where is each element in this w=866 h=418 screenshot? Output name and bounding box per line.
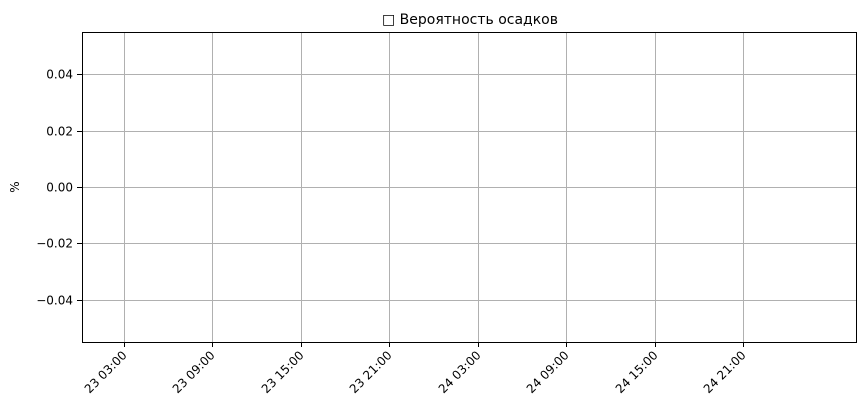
y-axis-label: % (8, 181, 22, 192)
x-tick-label: 24 09:00 (524, 348, 572, 396)
x-tick-label: 24 15:00 (613, 348, 661, 396)
y-tick-label: 0.04 (46, 68, 73, 82)
y-tick-label: −0.02 (36, 237, 73, 251)
x-axis-ticks: 23 03:00 23 09:00 23 15:00 23 21:00 24 03:00… (82, 342, 749, 396)
chart-title: □ Вероятность осадков (382, 12, 558, 28)
x-tick-label: 24 03:00 (436, 348, 484, 396)
x-tick-label: 23 21:00 (347, 348, 395, 396)
x-tick-label: 23 15:00 (259, 348, 307, 396)
y-tick-label: −0.04 (36, 294, 73, 308)
y-tick-label: 0.00 (46, 181, 73, 195)
y-tick-label: 0.02 (46, 125, 73, 139)
y-axis-ticks: 0.04 0.02 0.00 −0.02 −0.04 (36, 68, 82, 308)
grid (82, 32, 856, 342)
x-tick-label: 23 03:00 (82, 348, 130, 396)
plot-frame (82, 32, 857, 343)
x-tick-label: 24 21:00 (701, 348, 749, 396)
x-tick-label: 23 09:00 (170, 348, 218, 396)
